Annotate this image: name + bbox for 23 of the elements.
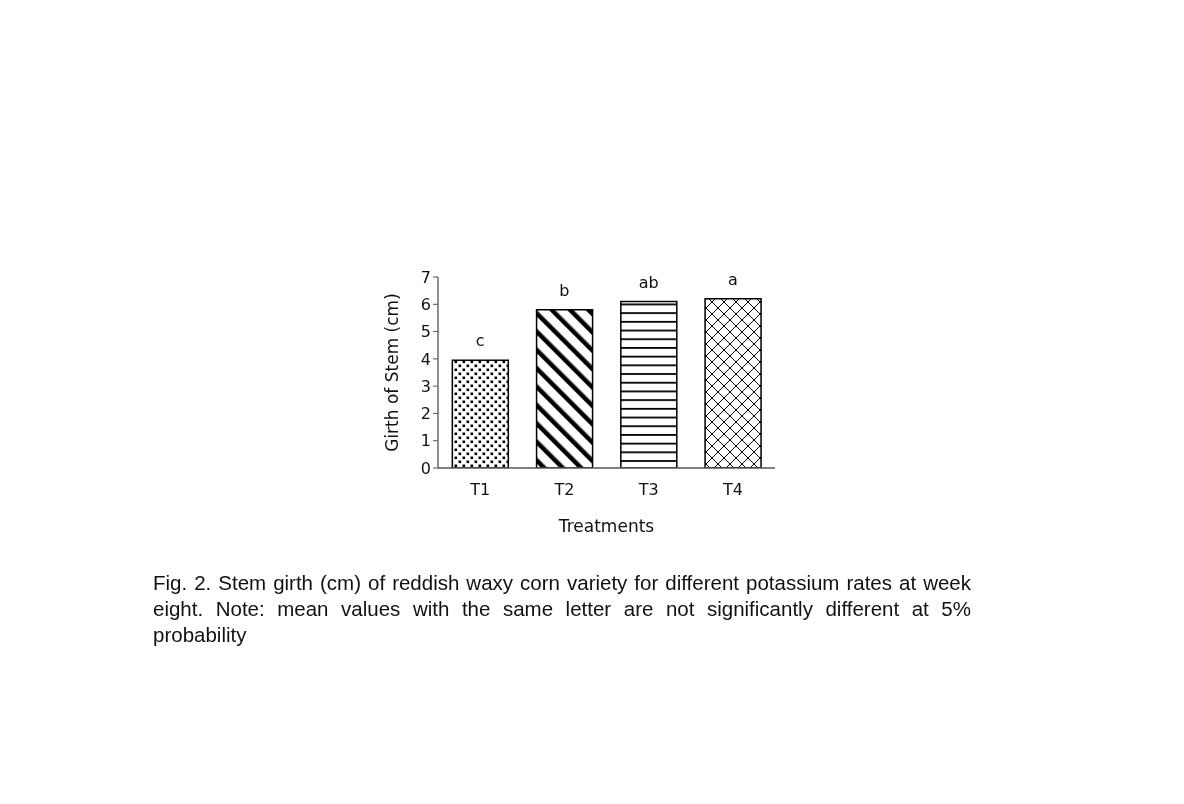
x-tick-label: T3 [637, 480, 659, 500]
y-tick-label: 5 [420, 322, 431, 342]
bar [535, 308, 594, 468]
y-tick-label: 6 [420, 294, 431, 314]
y-tick-label: 1 [420, 431, 431, 451]
y-tick-label: 2 [420, 404, 431, 424]
caption: Fig. 2. Stem girth (cm) of reddish waxy corn variety for different potassium rates at week eight. Note: mean values with the same letter are not significantly different at 5% probability [153, 570, 971, 648]
annotation: b [559, 280, 570, 300]
annotation: ab [638, 272, 659, 292]
annotation: a [727, 269, 738, 289]
x-tick-label: T4 [721, 480, 743, 500]
y-tick-label: 0 [420, 458, 431, 478]
bar [620, 300, 678, 468]
y-tick-label: 3 [420, 376, 431, 396]
y-tick-label: 7 [420, 267, 431, 287]
x-tick-label: T2 [553, 480, 575, 500]
bar [704, 298, 762, 468]
bar [451, 359, 510, 468]
y-axis-title: Girth of Stem (cm) [382, 293, 403, 452]
x-axis-title: Treatments [557, 516, 655, 536]
annotation: c [475, 331, 485, 351]
x-tick-label: T1 [469, 480, 491, 500]
y-tick-label: 4 [420, 349, 431, 369]
